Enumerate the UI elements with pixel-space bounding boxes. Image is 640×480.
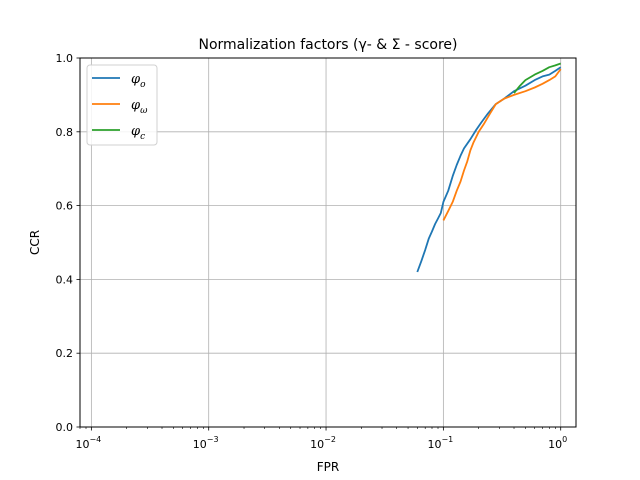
- y-axis-label: CCR: [28, 230, 42, 255]
- ticks: 10−4 10−3 10−2 10−1 100 0.0 0.2 0.4 0.6 0.8 1.0: [56, 52, 568, 451]
- legend-label: φo: [131, 72, 146, 90]
- x-axis-label: FPR: [317, 460, 339, 474]
- plot-frame: [79, 57, 577, 428]
- legend-label: φω: [131, 98, 148, 116]
- y-tick-label: 0.8: [56, 126, 74, 139]
- x-tick-label: 100: [548, 435, 567, 451]
- x-tick-label: 10−1: [427, 435, 453, 451]
- legend-label: φc: [131, 124, 145, 142]
- chart-title: Normalization factors (γ- & Σ - score): [199, 37, 458, 53]
- series-layer: [416, 62, 562, 273]
- x-tick-label: 10−3: [193, 435, 219, 451]
- x-tick-label: 10−4: [75, 435, 101, 451]
- legend-box: [86, 64, 158, 146]
- series-line-o: [416, 66, 562, 273]
- series-line-ω: [442, 68, 562, 221]
- y-tick-label: 0.6: [56, 200, 74, 213]
- x-tick-label: 10−2: [310, 435, 336, 451]
- y-tick-label: 0.0: [56, 421, 74, 434]
- y-tick-label: 0.4: [56, 273, 74, 286]
- series-line-c: [513, 62, 561, 94]
- y-tick-label: 0.2: [56, 347, 74, 360]
- legend: φo φω φc: [86, 64, 158, 146]
- y-tick-label: 1.0: [56, 52, 74, 65]
